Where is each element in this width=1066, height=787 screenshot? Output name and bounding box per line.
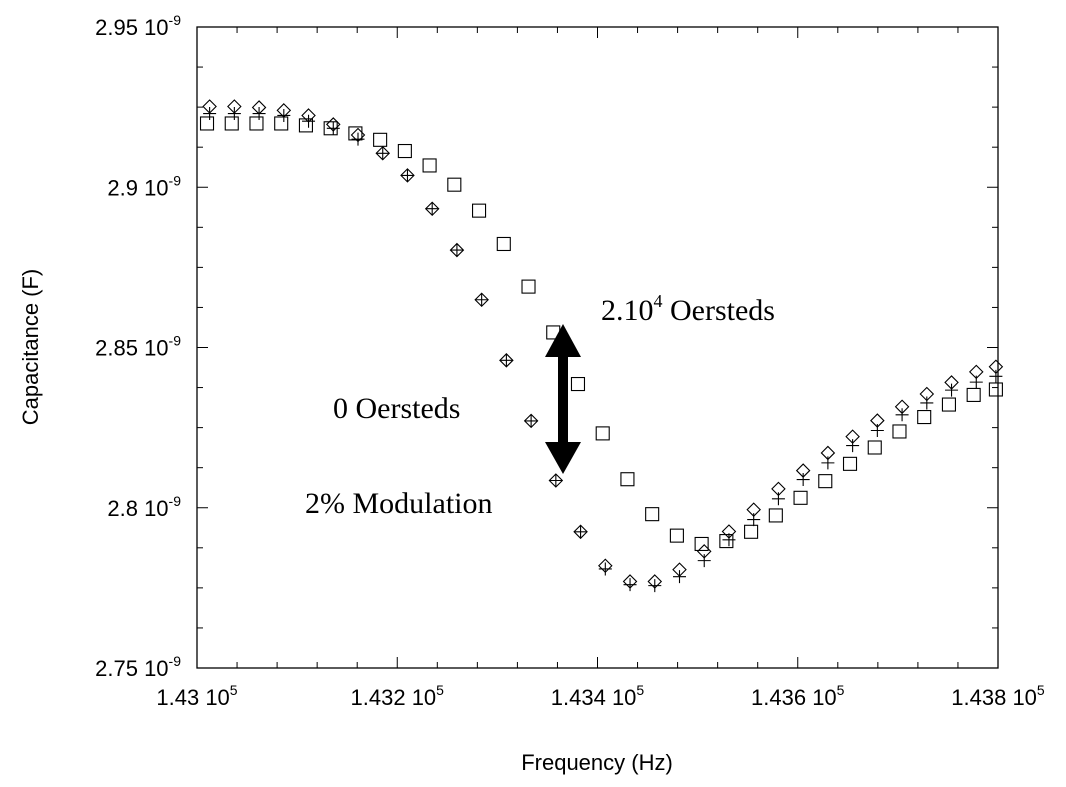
plus-point [648,579,662,593]
annotation-field-on: 2.104 Oersteds [601,291,775,327]
square-point [620,472,635,487]
square-point [199,116,215,131]
x-tick-label: 1.432 105 [351,682,445,710]
plus-point [549,474,563,488]
square-point [496,236,511,252]
square-point [397,143,412,159]
square-point [645,507,660,522]
plus-point [945,383,959,397]
y-tick-label: 2.85 10-9 [95,333,181,361]
square-point [595,426,610,441]
y-axis-title: Capacitance (F) [18,269,43,426]
square-point [744,524,759,539]
plot-frame [196,26,999,669]
square-point [472,203,487,218]
square-point [249,116,264,131]
series-plus [203,107,1003,593]
plus-point [747,513,761,527]
plus-point [623,578,637,592]
square-point [768,508,783,523]
square-point [966,387,981,402]
plus-point [326,121,340,135]
plus-point [673,570,687,584]
plus-point [574,525,588,539]
plus-point [376,146,390,160]
square-point [373,132,388,147]
x-tick-label: 1.434 105 [551,682,645,710]
plus-point [989,369,1003,383]
square-point [570,376,586,392]
x-tick-label: 1.43 105 [156,682,237,710]
square-point [719,534,734,549]
x-tick-label: 1.436 105 [751,682,845,710]
square-point [274,116,289,131]
plus-point [969,375,983,389]
square-point [447,177,462,192]
y-axis-tick-labels: 2.75 10-9 2.8 10-9 2.85 10-9 2.9 10-9 2.95 1… [95,12,181,681]
plus-point [722,533,736,547]
square-point [793,490,808,505]
plus-point [895,408,909,422]
x-axis-title: Frequency (Hz) [521,750,673,775]
plus-point [524,414,538,428]
square-point [988,382,1003,397]
x-axis-ticks [196,27,999,668]
square-point [422,158,437,173]
square-point [941,397,956,412]
modulation-arrow [545,324,581,474]
x-tick-label: 1.438 105 [951,682,1045,710]
annotation-zero-field: 0 Oersteds [333,392,460,425]
square-point [694,536,709,552]
plus-point [277,108,291,122]
plus-point [821,456,835,470]
series-square [199,116,1003,552]
y-axis-ticks [197,26,998,669]
square-point [224,116,239,131]
plus-point [697,554,711,568]
x-axis-tick-labels: 1.43 105 1.432 105 1.434 105 1.436 105 1.438… [156,682,1045,710]
plus-point [400,168,414,182]
y-tick-label: 2.75 10-9 [95,653,181,681]
square-point [867,440,882,455]
square-point [298,118,313,133]
plus-point [252,107,266,121]
plus-point [227,107,241,121]
plus-point [846,439,860,453]
plus-point [203,107,217,121]
plus-point [598,562,612,576]
data-points [199,99,1004,593]
square-point [348,126,363,141]
plus-point [475,293,489,307]
plus-point [450,243,464,257]
plus-point [870,424,884,438]
square-point [521,279,536,294]
y-tick-label: 2.8 10-9 [107,493,181,521]
plus-point [796,473,810,487]
square-point [917,409,932,425]
square-point [669,528,684,543]
plus-point [920,396,934,410]
plus-point [351,132,365,146]
square-point [842,456,858,471]
plus-point [499,353,513,367]
square-point [892,424,907,439]
square-point [818,474,833,489]
square-point [323,121,338,136]
plus-point [771,492,785,506]
y-tick-label: 2.9 10-9 [107,172,181,200]
plus-point [425,202,439,216]
annotation-modulation: 2% Modulation [305,487,493,520]
y-tick-label: 2.95 10-9 [95,12,181,40]
